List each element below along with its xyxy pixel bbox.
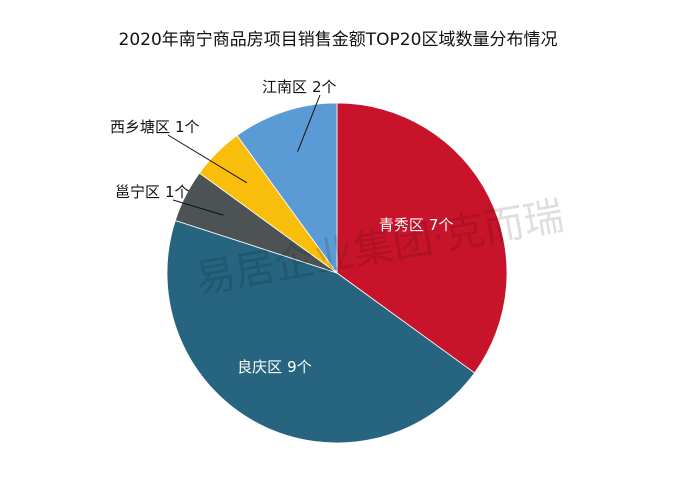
- slice-value: 1个: [165, 183, 190, 201]
- pie-slice: [236, 102, 338, 275]
- slice-category: 江南区: [262, 78, 307, 96]
- pie-slice: [336, 102, 508, 374]
- slice-category: 西乡塘区: [110, 118, 170, 136]
- slice-label: 青秀区 7个: [379, 216, 454, 234]
- leader-line: [167, 134, 248, 184]
- leader-line: [297, 94, 321, 152]
- slice-category: 青秀区: [379, 216, 424, 234]
- slice-label: 江南区 2个: [262, 78, 337, 96]
- slice-label: 西乡塘区 1个: [110, 118, 200, 136]
- slice-label: 邕宁区 1个: [115, 183, 190, 201]
- slice-value: 1个: [175, 118, 200, 136]
- slice-label: 良庆区 9个: [237, 357, 312, 375]
- slice-value: 2个: [312, 78, 337, 96]
- slice-category: 良庆区: [237, 357, 282, 375]
- slice-value: 7个: [429, 216, 454, 234]
- chart-title: 2020年南宁商品房项目销售金额TOP20区域数量分布情况: [119, 30, 558, 50]
- slice-category: 邕宁区: [115, 183, 160, 201]
- pie-slice: [166, 219, 476, 444]
- slice-value: 9个: [287, 357, 312, 375]
- leader-line: [172, 199, 224, 216]
